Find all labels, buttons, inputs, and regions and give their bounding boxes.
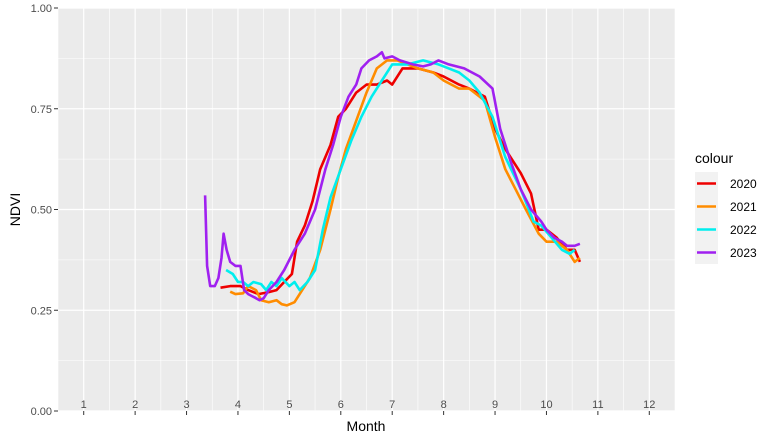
x-tick-label: 7	[389, 399, 395, 411]
x-tick-label: 6	[338, 399, 344, 411]
y-tick-label: 1.00	[31, 3, 52, 15]
y-tick-label: 0.50	[31, 205, 52, 217]
y-tick-label: 0.75	[31, 104, 52, 116]
legend-label-2022: 2022	[730, 223, 757, 237]
legend-label-2023: 2023	[730, 246, 757, 260]
x-tick-label: 3	[183, 399, 189, 411]
y-axis-title: NDVI	[7, 193, 23, 226]
series-line-2021	[229, 59, 581, 307]
major-gridlines	[58, 7, 675, 412]
legend-label-2021: 2021	[730, 200, 757, 214]
x-tick-label: 8	[441, 399, 447, 411]
x-tick-label: 10	[540, 399, 552, 411]
x-tick-label: 11	[592, 399, 603, 411]
legend-label-2020: 2020	[730, 177, 757, 191]
x-tick-label: 5	[286, 399, 292, 411]
x-tick-label: 2	[132, 399, 138, 411]
x-axis-title: Month	[347, 418, 386, 434]
y-axis: 0.00 0.25 0.50 0.75 1.00	[31, 3, 58, 418]
x-tick-label: 12	[643, 399, 655, 411]
y-tick-label: 0.00	[31, 406, 52, 418]
series-line-2023	[203, 51, 581, 302]
series-lines	[203, 51, 582, 307]
legend-title: colour	[695, 150, 733, 166]
x-tick-label: 9	[492, 399, 498, 411]
x-tick-label: 4	[235, 399, 241, 411]
x-axis: 1 2 3 4 5 6 7 8 9 10 11 12	[81, 399, 655, 415]
y-tick-label: 0.25	[31, 305, 52, 317]
legend: colour 2020 2021 2022 2023	[695, 150, 757, 264]
series-line-2022	[225, 59, 576, 292]
x-tick-label: 1	[81, 399, 87, 411]
